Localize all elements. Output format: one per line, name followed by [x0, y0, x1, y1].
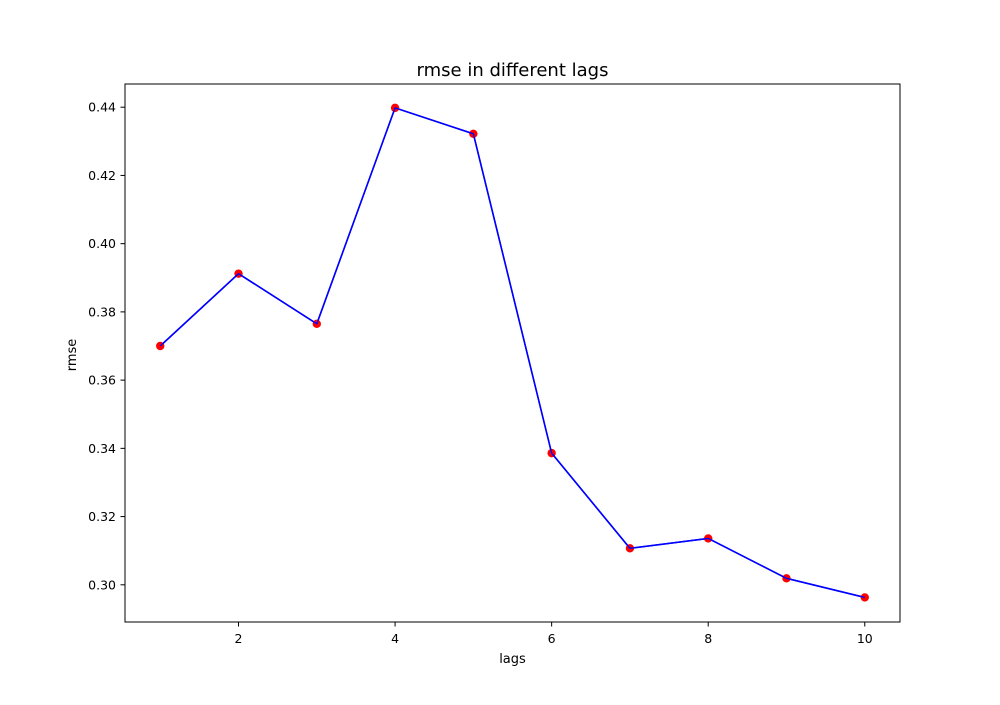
series-line — [159, 107, 865, 599]
plot-area: 2 4 6 8 10 0.30 0.32 0.34 0.36 0.38 0.40 0.42 0.44 — [88, 83, 901, 646]
x-tick-label: 6 — [548, 631, 556, 646]
x-axis-label: lags — [499, 652, 526, 667]
y-tick-label: 0.42 — [88, 168, 116, 183]
chart-title: rmse in different lags — [417, 60, 609, 81]
series-line-overlay — [159, 107, 865, 599]
y-tick-label: 0.30 — [88, 577, 116, 592]
y-tick-label: 0.34 — [88, 441, 116, 456]
y-tick-label: 0.44 — [88, 100, 116, 115]
y-tick-label: 0.36 — [88, 373, 116, 388]
y-tick-label: 0.38 — [88, 304, 116, 319]
y-tick-label: 0.32 — [88, 509, 116, 524]
x-tick-label: 2 — [235, 631, 243, 646]
x-tick-label: 10 — [857, 631, 873, 646]
plot-frame — [124, 83, 901, 623]
y-axis-label: rmse — [65, 339, 80, 372]
y-tick-label: 0.40 — [88, 236, 116, 251]
x-tick-label: 4 — [391, 631, 399, 646]
x-tick-label: 8 — [704, 631, 712, 646]
